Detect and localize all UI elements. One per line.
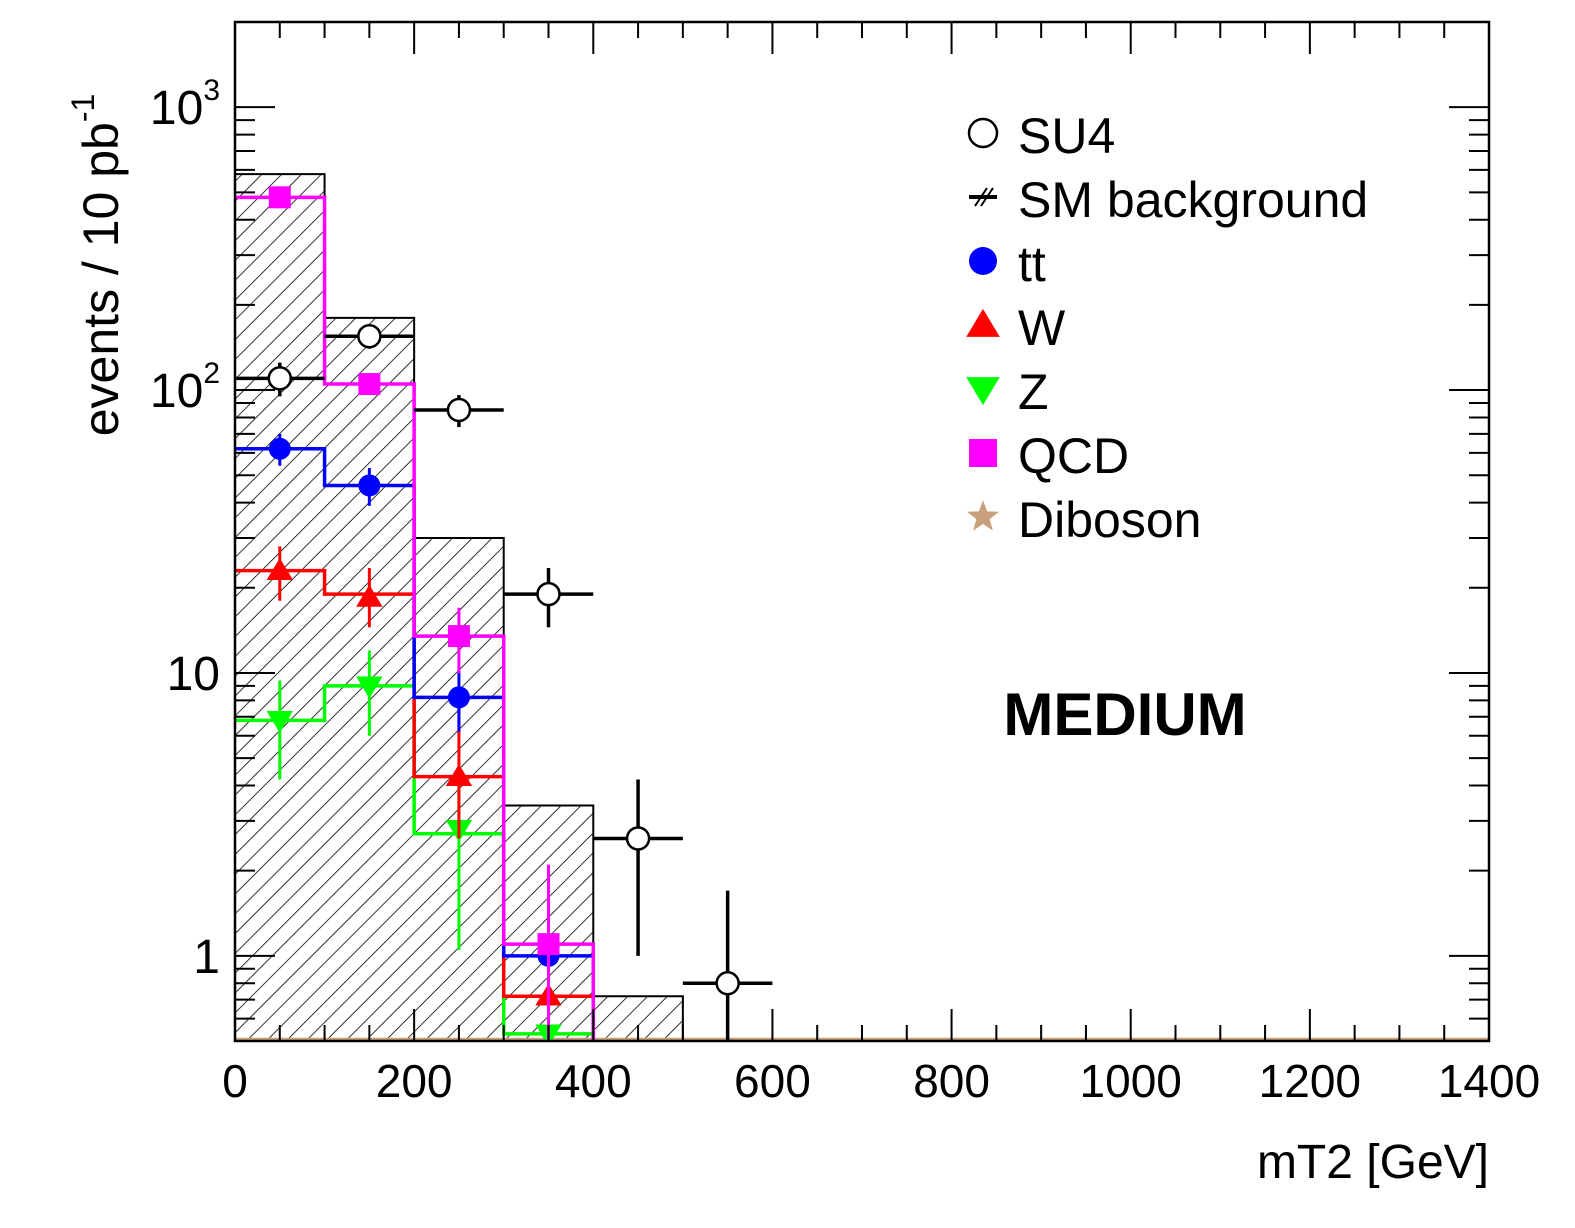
legend: SU4 SM background tt WZ QCD Diboson <box>966 108 1368 548</box>
y-tick-exponent: 2 <box>203 357 220 390</box>
y-tick-base: 10 <box>150 82 203 135</box>
y-tick-label: 1 <box>193 931 220 984</box>
qcd-point <box>268 186 291 209</box>
y-axis-label-text: events / 10 pb <box>73 122 129 436</box>
w-histogram <box>235 568 596 1041</box>
su4-point <box>715 971 740 996</box>
qcd-histogram <box>235 195 596 1041</box>
legend-marker-su4 <box>967 117 999 149</box>
legend-label: QCD <box>1018 428 1129 484</box>
su4-point <box>625 826 651 851</box>
qcd-point <box>358 373 381 396</box>
w-point <box>445 763 473 786</box>
su4-point <box>446 397 472 423</box>
tt-point <box>268 437 291 460</box>
legend-marker-tt <box>969 247 997 275</box>
y-tick-label: 103 <box>150 74 220 135</box>
sm-background-bar <box>235 174 325 1041</box>
z-histogram <box>235 684 596 1041</box>
x-axis-label: mT2 [GeV] <box>1257 1136 1489 1189</box>
z-point <box>266 710 293 733</box>
legend-marker-z <box>966 377 1000 406</box>
y-tick-exponent: 3 <box>203 74 220 107</box>
legend-label: SM background <box>1018 172 1368 228</box>
legend-label: tt <box>1018 236 1046 292</box>
x-tick-label: 1200 <box>1259 1055 1361 1107</box>
su4-point <box>357 323 382 349</box>
legend-marker-qcd <box>969 439 997 467</box>
w-point <box>356 584 383 607</box>
tt-point <box>358 474 381 497</box>
x-tick-label: 1000 <box>1080 1055 1182 1107</box>
legend-marker-sm-background-hatch-a <box>974 187 988 207</box>
y-axis-label: events / 10 pb-1 <box>65 94 129 437</box>
y-axis-label-sup: -1 <box>65 94 101 122</box>
legend-marker-sm-background <box>969 187 997 207</box>
legend-marker-diboson <box>967 500 999 531</box>
legend-label: W <box>1018 300 1066 356</box>
x-tick-label: 200 <box>376 1055 453 1107</box>
y-tick-base: 10 <box>167 648 220 701</box>
plot-clip-group <box>235 173 1489 1041</box>
plot-area <box>235 173 1489 1041</box>
x-tick-label: 0 <box>222 1055 248 1107</box>
sm-background-outline <box>235 173 684 1041</box>
su4-point <box>267 366 293 391</box>
legend-marker-sm-background-hatch-b <box>980 187 994 207</box>
tt-point <box>447 686 470 709</box>
y-tick-base: 10 <box>150 365 203 418</box>
x-tick-label: 400 <box>555 1055 632 1107</box>
qcd-point <box>537 933 560 956</box>
x-tick-label: 600 <box>734 1055 811 1107</box>
x-tick-label: 1400 <box>1438 1055 1540 1107</box>
y-tick-label: 102 <box>150 357 220 418</box>
legend-marker-w <box>966 308 1000 337</box>
y-tick-label: 10 <box>167 648 220 701</box>
legend-label: SU4 <box>1018 108 1115 164</box>
region-label: MEDIUM <box>1003 681 1246 748</box>
legend-label: Z <box>1018 364 1049 420</box>
w-point <box>266 557 293 580</box>
su4-point <box>536 581 561 607</box>
legend-label: Diboson <box>1018 492 1201 548</box>
y-tick-base: 1 <box>193 931 220 984</box>
x-tick-label: 800 <box>913 1055 990 1107</box>
z-point <box>356 676 383 699</box>
qcd-point <box>447 625 470 648</box>
tt-histogram <box>235 447 596 1041</box>
